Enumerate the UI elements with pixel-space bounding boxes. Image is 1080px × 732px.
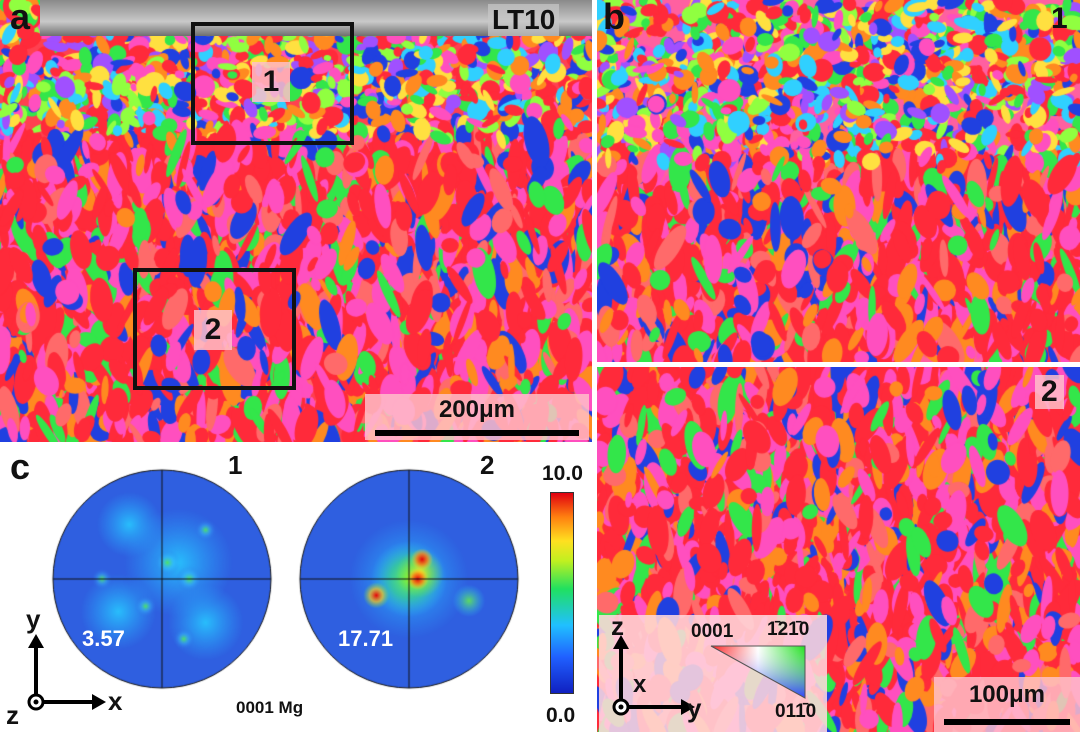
axis-x-label: x	[108, 686, 123, 716]
scalebar-b	[944, 719, 1070, 725]
region-label-b2: 2	[1035, 375, 1064, 409]
ipf-y-label: y	[687, 693, 702, 723]
panel-b-top: b 1	[597, 0, 1080, 362]
sample-label: LT10	[488, 4, 560, 36]
pole-figure-1	[51, 468, 273, 690]
scalebar-label-b: 100μm	[968, 681, 1046, 708]
panel-label-c: c	[10, 446, 31, 487]
scalebar-box-a: 200μm	[365, 394, 589, 440]
colorbar-min: 0.0	[546, 704, 576, 727]
panel-c: c 1 2 3.57 17.71 10.0 0.0 0001 Mg y x z	[0, 446, 594, 732]
ipf-key: z x y 0001 1̄21̄0 011̄0	[599, 611, 827, 732]
region-box-2	[133, 268, 296, 390]
sample-axes-svg	[27, 634, 106, 711]
ipf-corner-0110: 011̄0	[775, 701, 817, 722]
region-box-1	[191, 22, 354, 145]
ipf-z-label: z	[611, 611, 624, 641]
ipf-corner-0001: 0001	[691, 621, 734, 642]
region-label-2: 2	[194, 310, 232, 350]
pf1-max-value: 3.57	[82, 626, 125, 651]
ipf-corner-1210: 1̄21̄0	[767, 619, 810, 640]
ipf-x-label: x	[633, 671, 647, 698]
colorbar-max: 10.0	[542, 462, 583, 485]
ebsd-map-a	[0, 0, 592, 442]
region-label-b1: 1	[1051, 2, 1068, 35]
axis-y-label: y	[26, 604, 41, 634]
ebsd-map-b1	[597, 0, 1080, 362]
panel-label-b: b	[603, 0, 625, 37]
ipf-axes-svg	[612, 635, 806, 716]
axis-z-label: z	[6, 700, 19, 730]
colorbar	[550, 492, 574, 694]
region-label-1: 1	[252, 62, 290, 102]
pole-figure-caption: 0001 Mg	[236, 698, 304, 717]
panel-label-a: a	[10, 0, 31, 37]
pole-figure-2	[298, 468, 520, 690]
scalebar-box-b: 100μm	[934, 677, 1080, 732]
scalebar-a	[375, 430, 579, 436]
panel-b-bottom: 2 z x	[597, 367, 1080, 732]
scalebar-label-a: 200μm	[438, 396, 516, 423]
panel-a: a LT10 1 2 200μm	[0, 0, 592, 442]
pf2-max-value: 17.71	[338, 626, 394, 651]
